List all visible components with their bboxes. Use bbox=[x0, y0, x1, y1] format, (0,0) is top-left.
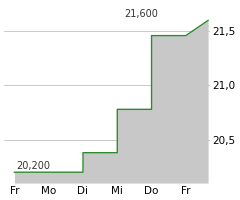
Text: 20,200: 20,200 bbox=[16, 161, 50, 171]
Text: 21,600: 21,600 bbox=[124, 9, 158, 19]
